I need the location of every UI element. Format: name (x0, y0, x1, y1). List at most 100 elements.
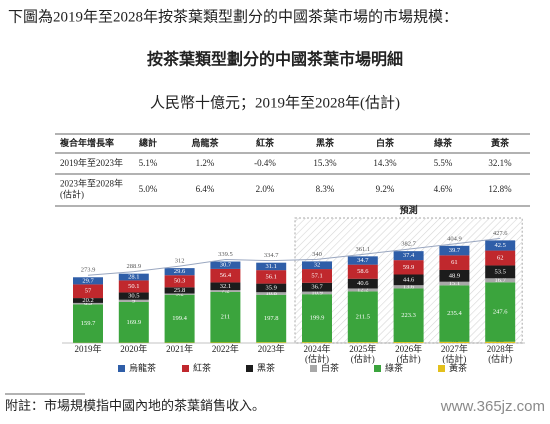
table (55, 134, 530, 206)
row-label: 2023年至2028年 (60, 178, 123, 189)
table-header: 黃茶 (490, 137, 510, 148)
segment-label: 29.7 (82, 277, 94, 284)
total-label: 361.1 (355, 246, 370, 253)
row-label: (估計) (60, 189, 84, 200)
segment-label: 42.5 (495, 242, 506, 249)
legend-label: 綠茶 (385, 362, 403, 373)
segment-label: 25.8 (174, 287, 185, 294)
table-cell: 2.0% (256, 184, 275, 194)
segment-label: 50.3 (174, 278, 185, 285)
segment-label: 30.5 (128, 293, 139, 300)
total-label: 427.6 (493, 230, 508, 237)
segment-label: 56.1 (266, 273, 277, 280)
segment-label: 30.7 (220, 262, 232, 269)
segment-label: 59.9 (403, 264, 414, 271)
table-header: 總計 (139, 137, 157, 148)
table-cell: 1.2% (196, 158, 215, 168)
segment-label: 35.9 (266, 284, 277, 291)
x-tick-label: 2026年 (395, 343, 422, 354)
legend-label: 紅茶 (193, 362, 211, 373)
segment-label: 56.4 (220, 272, 232, 279)
total-label: 339.5 (218, 251, 233, 258)
x-tick-label: 2023年 (258, 343, 285, 354)
x-tick-label: 2028年 (487, 343, 514, 354)
segment-label: 32 (314, 262, 321, 269)
table-cell: 5.1% (139, 158, 158, 168)
segment-label: 159.7 (81, 320, 96, 327)
segment-label: 57.1 (311, 272, 322, 279)
segment-label: 199.4 (172, 315, 187, 322)
segment-label: 61 (451, 259, 458, 266)
table-header: 綠茶 (434, 137, 453, 148)
table-cell: 5.5% (434, 158, 453, 168)
segment-label: 211 (221, 314, 231, 321)
x-tick-label: 2024年 (303, 343, 330, 354)
total-label: 288.9 (126, 263, 141, 270)
table-cell: 32.1% (488, 158, 512, 168)
legend-swatch (246, 365, 253, 372)
table-header: 白茶 (376, 137, 395, 148)
total-label: 340 (312, 251, 322, 258)
legend-label: 白茶 (321, 362, 339, 373)
subtitle: 人民幣十億元；2019年至2028年(估計) (150, 94, 400, 111)
legend-swatch (310, 365, 317, 372)
x-tick-label: 2021年 (166, 343, 193, 354)
legend-label: 黃茶 (449, 362, 467, 373)
segment-label: 199.9 (310, 315, 325, 322)
row-label: 2019年至2023年 (60, 157, 123, 168)
segment-label: 28.1 (128, 274, 139, 281)
forecast-label: 預測 (400, 204, 418, 215)
legend-swatch (118, 365, 125, 372)
legend-swatch (374, 365, 381, 372)
segment-label: 58.6 (357, 268, 369, 275)
segment-label: 50.1 (128, 283, 139, 290)
segment-label: 29.6 (174, 268, 186, 275)
total-label: 404.9 (447, 235, 462, 242)
legend-label: 黑茶 (257, 362, 275, 373)
table-header: 紅茶 (256, 137, 275, 148)
segment-label: 53.5 (495, 268, 506, 275)
segment-label: 169.9 (126, 319, 141, 326)
x-tick-label: 2027年 (441, 343, 468, 354)
x-tick-label: (估計) (351, 353, 375, 364)
total-label: 312 (175, 258, 185, 265)
total-label: 382.7 (401, 241, 416, 248)
segment-label: 40.6 (357, 280, 369, 287)
title: 按茶葉類型劃分的中國茶葉市場明細 (147, 50, 403, 69)
segment-label: 39.7 (449, 247, 461, 254)
table-cell: 8.3% (316, 184, 335, 194)
table-cell: 9.2% (376, 184, 395, 194)
total-label: 273.9 (81, 267, 96, 274)
segment-label: 57 (85, 288, 92, 295)
segment-label: 197.8 (264, 315, 279, 322)
x-tick-label: (估計) (488, 353, 512, 364)
table-cell: 5.0% (139, 184, 158, 194)
x-tick-label: 2020年 (120, 343, 147, 354)
x-tick-label: 2019年 (74, 343, 101, 354)
segment-label: 31.1 (266, 263, 277, 270)
legend-swatch (182, 365, 189, 372)
segment-label: 223.3 (401, 312, 416, 319)
table-cell: 4.6% (434, 184, 453, 194)
table-cell: 14.3% (373, 158, 397, 168)
legend-label: 烏龍茶 (129, 362, 156, 373)
table-cell: 6.4% (196, 184, 215, 194)
legend-swatch (438, 365, 445, 372)
segment-label: 48.9 (449, 272, 460, 279)
table-cell: 15.3% (313, 158, 337, 168)
intro: 下圖為2019年至2028年按茶葉類型劃分的中國茶葉市場的市場規模： (8, 8, 458, 25)
x-tick-label: 2025年 (349, 343, 376, 354)
total-label: 334.7 (264, 252, 279, 259)
watermark: www.365jz.com (440, 398, 545, 415)
table-header: 烏龍茶 (191, 137, 219, 148)
segment-label: 37.4 (403, 252, 415, 259)
footnote: 附註：市場規模指中國內地的茶葉銷售收入。 (5, 398, 265, 413)
segment-label: 44.6 (403, 276, 415, 283)
segment-label: 62 (497, 255, 504, 262)
x-tick-label: 2022年 (212, 343, 239, 354)
segment-label: 34.7 (357, 257, 369, 264)
segment-label: 235.4 (447, 310, 462, 317)
segment-label: 32.1 (220, 283, 231, 290)
segment-label: 211.5 (356, 313, 370, 320)
